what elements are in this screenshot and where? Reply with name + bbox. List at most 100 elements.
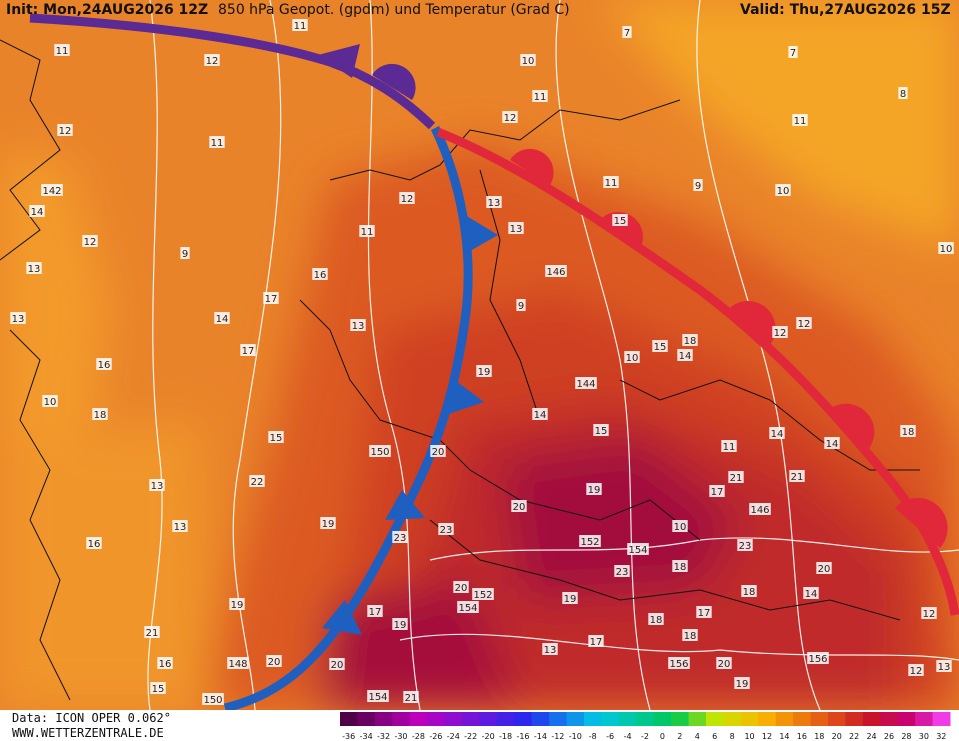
contour-label: 14 xyxy=(826,439,839,450)
contour-label: 13 xyxy=(938,662,951,673)
contour-label: 152 xyxy=(473,590,492,601)
label-box xyxy=(350,319,366,331)
label-box xyxy=(157,657,173,669)
colorbar-swatch xyxy=(845,712,864,726)
colorbar-label: 16 xyxy=(797,732,807,741)
colorbar-label: 14 xyxy=(779,732,789,741)
label-box xyxy=(709,485,725,497)
label-box xyxy=(399,192,415,204)
colorbar-label: 2 xyxy=(677,732,682,741)
colorbar-swatch xyxy=(462,712,480,726)
label-box xyxy=(612,214,628,226)
map: 11 11 12 10 11 7 7 8 11 12 11 12 11 9 10 142 14 12 13 15 13 1… xyxy=(0,0,959,710)
contour-label: 16 xyxy=(98,360,111,371)
colorbar-swatch xyxy=(427,712,446,726)
contour-label: 22 xyxy=(251,477,264,488)
contour-label: 13 xyxy=(28,264,41,275)
label-box xyxy=(266,655,282,667)
colorbar-label: 28 xyxy=(901,732,911,741)
colorbar-label: 0 xyxy=(660,732,665,741)
contour-label: 18 xyxy=(94,410,107,421)
colorbar-label: 18 xyxy=(814,732,824,741)
colorbar-swatch xyxy=(357,712,376,726)
colorbar-label: 26 xyxy=(884,732,894,741)
contour-label: 9 xyxy=(182,249,188,260)
contour-label: 20 xyxy=(268,657,281,668)
contour-label: 12 xyxy=(910,666,923,677)
colorbar-label: -2 xyxy=(641,732,649,741)
contour-label: 20 xyxy=(818,564,831,575)
label-box xyxy=(144,626,160,638)
label-box xyxy=(41,184,63,196)
colorbar-label: 10 xyxy=(744,732,754,741)
contour-label: 148 xyxy=(228,659,247,670)
contour-label: 16 xyxy=(159,659,172,670)
label-box xyxy=(936,660,952,672)
contour-label: 7 xyxy=(790,48,796,59)
label-box xyxy=(486,196,502,208)
contour-label: 21 xyxy=(146,628,159,639)
label-box xyxy=(214,312,230,324)
label-box xyxy=(588,635,604,647)
label-box xyxy=(532,90,548,102)
colorbar-label: -34 xyxy=(360,732,373,741)
contour-label: 10 xyxy=(940,244,953,255)
label-box xyxy=(749,503,771,515)
front-symbol xyxy=(826,403,875,452)
colorbar-swatch xyxy=(653,712,672,726)
contour-label: 15 xyxy=(595,426,608,437)
colorbar-swatch xyxy=(409,712,428,726)
contour-label: 11 xyxy=(794,116,807,127)
label-box xyxy=(772,326,788,338)
contour-label: 21 xyxy=(405,693,418,704)
label-box xyxy=(403,691,419,703)
contour-label: 20 xyxy=(331,660,344,671)
label-box xyxy=(816,562,832,574)
contour-label: 20 xyxy=(513,502,526,513)
label-box xyxy=(229,598,245,610)
label-box xyxy=(728,471,744,483)
colorbar-label: 6 xyxy=(712,732,717,741)
colorbar-swatch xyxy=(584,712,602,726)
label-box xyxy=(648,613,664,625)
contour-label: 19 xyxy=(588,485,601,496)
contour-label: 14 xyxy=(31,207,44,218)
colorbar-label: -10 xyxy=(569,732,582,741)
contour-label: 9 xyxy=(695,181,701,192)
label-box xyxy=(453,581,469,593)
label-box xyxy=(430,445,446,457)
contour-label: 12 xyxy=(84,237,97,248)
contour-label: 17 xyxy=(698,608,711,619)
label-box xyxy=(42,395,58,407)
contour-label: 13 xyxy=(12,314,25,325)
contour-label: 19 xyxy=(478,367,491,378)
contour-label: 154 xyxy=(628,545,647,556)
contour-label: 10 xyxy=(626,353,639,364)
label-box xyxy=(593,424,609,436)
occluded-front xyxy=(29,13,436,130)
colorbar-label: 4 xyxy=(695,732,700,741)
contour-label: 12 xyxy=(504,113,517,124)
contour-label: 18 xyxy=(684,336,697,347)
front-symbol xyxy=(510,148,554,185)
contour-label: 18 xyxy=(743,587,756,598)
label-box xyxy=(792,114,808,126)
contour-label: 20 xyxy=(432,447,445,458)
colorbar-label: 20 xyxy=(832,732,842,741)
contour-label: 10 xyxy=(674,522,687,533)
contour-label: 13 xyxy=(510,224,523,235)
colorbar-swatch xyxy=(444,712,463,726)
label-box xyxy=(721,440,737,452)
contour-label: 15 xyxy=(270,433,283,444)
label-box xyxy=(682,629,698,641)
label-box xyxy=(900,425,916,437)
colorbar-swatch xyxy=(758,712,777,726)
label-box xyxy=(775,184,791,196)
label-box xyxy=(268,431,284,443)
label-box xyxy=(672,520,688,532)
label-box xyxy=(10,312,26,324)
contour-label: 11 xyxy=(294,21,307,32)
contour-label: 17 xyxy=(590,637,603,648)
colorbar-swatch xyxy=(618,712,637,726)
